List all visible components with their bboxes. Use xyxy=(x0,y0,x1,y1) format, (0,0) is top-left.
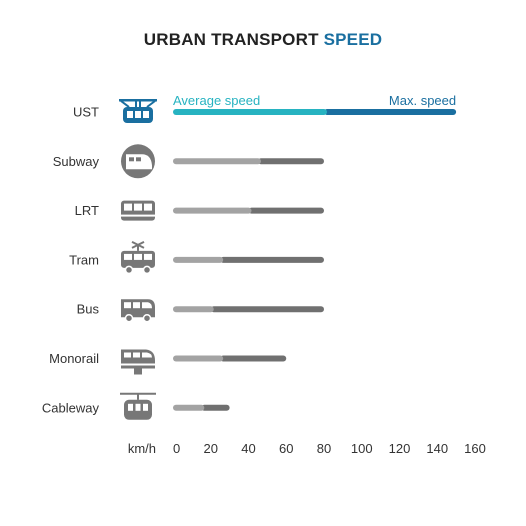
max-speed-bar xyxy=(257,158,324,165)
average-speed-bar xyxy=(173,306,214,313)
max-speed-bar xyxy=(248,207,324,214)
x-tick-label: 160 xyxy=(464,441,486,456)
category-label: Monorail xyxy=(49,351,99,366)
lrt-icon xyxy=(121,200,155,221)
chart-legend: Average speed Max. speed xyxy=(173,93,456,108)
category-label: Bus xyxy=(77,302,100,317)
max-speed-bar xyxy=(210,306,324,313)
legend-average-speed: Average speed xyxy=(173,93,260,108)
chart-row: Bus xyxy=(77,299,324,323)
bus-icon xyxy=(121,299,155,323)
chart-row: LRT xyxy=(75,200,324,221)
chart-title: URBAN TRANSPORT SPEED xyxy=(0,30,526,50)
legend-max-speed: Max. speed xyxy=(389,93,456,108)
chart-rows: UST Subway LRT Tram Bus Monorail Cableway xyxy=(42,99,457,420)
x-axis: km/h 0 20 40 60 80 100 120 140 160 xyxy=(128,441,486,456)
average-speed-bar xyxy=(173,158,261,165)
chart-row: Monorail xyxy=(49,349,287,375)
monorail-icon xyxy=(121,349,155,375)
max-speed-bar xyxy=(220,355,287,362)
x-tick-label: 0 xyxy=(173,441,180,456)
ust-icon xyxy=(119,99,157,123)
average-speed-bar xyxy=(173,404,205,411)
chart-row: Tram xyxy=(69,241,324,275)
x-tick-label: 60 xyxy=(279,441,293,456)
x-tick-label: 40 xyxy=(241,441,255,456)
x-tick-label: 140 xyxy=(426,441,448,456)
average-speed-bar xyxy=(173,355,224,362)
x-axis-unit: km/h xyxy=(128,441,156,456)
category-label: Tram xyxy=(69,252,99,267)
max-speed-bar xyxy=(324,109,457,115)
average-speed-bar xyxy=(173,256,224,263)
title-prefix: URBAN TRANSPORT xyxy=(143,30,324,49)
category-label: Subway xyxy=(53,154,100,169)
chart-row: UST xyxy=(73,99,457,123)
chart-row: Cableway xyxy=(42,392,230,420)
x-tick-label: 100 xyxy=(351,441,373,456)
max-speed-bar xyxy=(201,404,230,411)
subway-icon xyxy=(121,144,155,179)
category-label: UST xyxy=(73,105,99,120)
max-speed-bar xyxy=(220,256,324,263)
average-speed-bar xyxy=(173,207,252,214)
title-highlight: SPEED xyxy=(323,30,383,49)
x-tick-label: 120 xyxy=(389,441,411,456)
cableway-icon xyxy=(120,392,156,420)
chart-row: Subway xyxy=(53,144,324,179)
tram-icon xyxy=(121,241,155,275)
x-tick-label: 80 xyxy=(317,441,331,456)
x-tick-label: 20 xyxy=(204,441,218,456)
category-label: LRT xyxy=(75,203,99,218)
average-speed-bar xyxy=(173,109,327,115)
category-label: Cableway xyxy=(42,400,100,415)
